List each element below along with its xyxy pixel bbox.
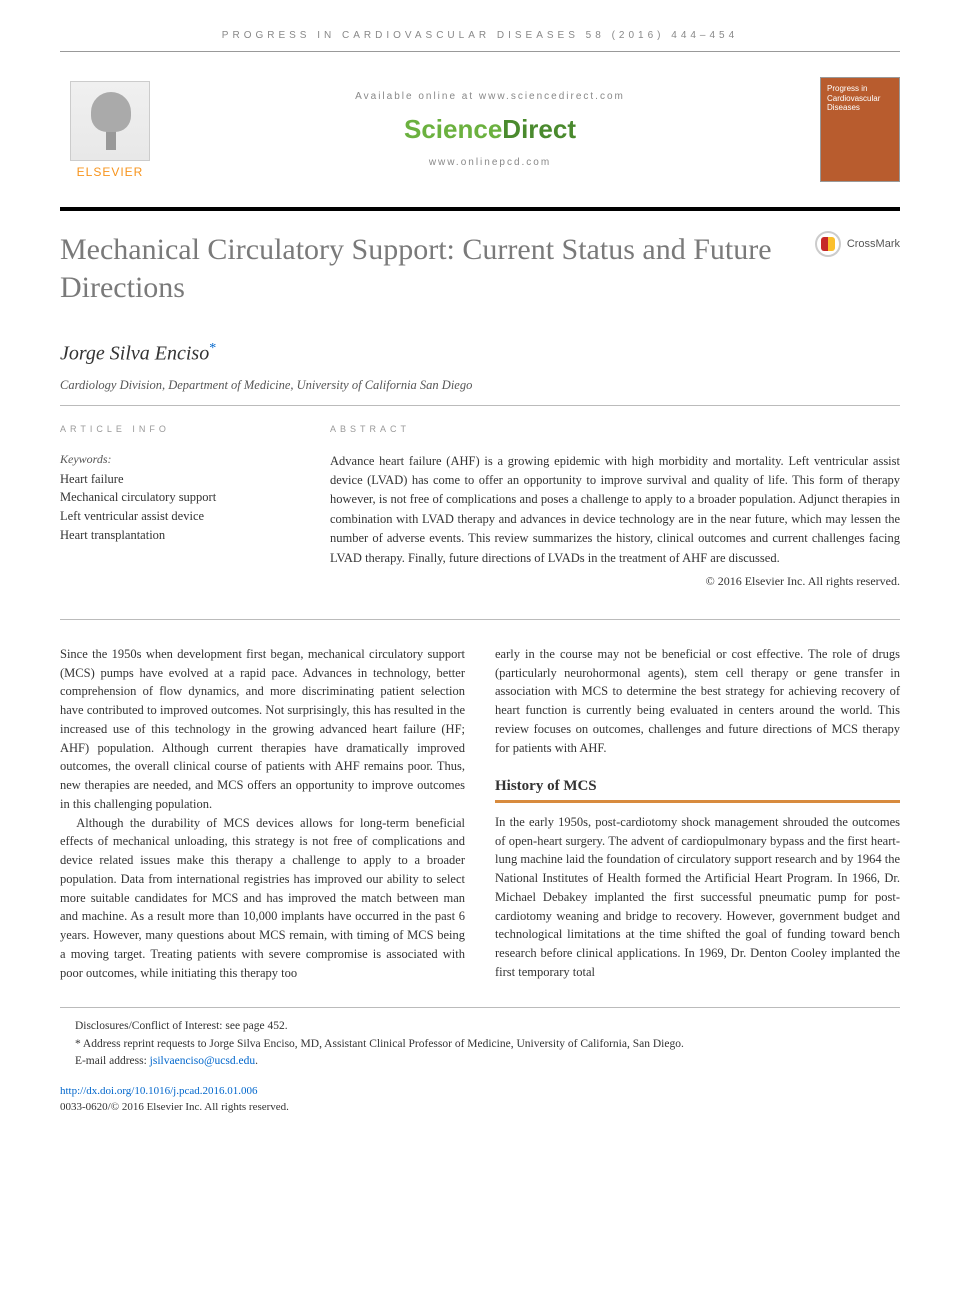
footnote-disclosure: Disclosures/Conflict of Interest: see pa… xyxy=(60,1018,900,1035)
email-link[interactable]: jsilvaenciso@ucsd.edu xyxy=(150,1055,255,1067)
author-affiliation: Cardiology Division, Department of Medic… xyxy=(60,378,900,393)
sd-science: Science xyxy=(404,114,502,144)
footnote-email: E-mail address: jsilvaenciso@ucsd.edu. xyxy=(60,1053,900,1070)
body-paragraph: early in the course may not be beneficia… xyxy=(495,645,900,758)
title-row: Mechanical Circulatory Support: Current … xyxy=(60,231,900,306)
crossmark-icon xyxy=(815,231,841,257)
abstract-label: ABSTRACT xyxy=(330,424,900,434)
journal-url: www.onlinepcd.com xyxy=(160,157,820,168)
keyword: Left ventricular assist device xyxy=(60,507,290,526)
elsevier-tree-icon xyxy=(70,81,150,161)
body-text: Since the 1950s when development first b… xyxy=(60,645,900,983)
info-abstract-row: ARTICLE INFO Keywords: Heart failure Mec… xyxy=(60,424,900,589)
footnotes: Disclosures/Conflict of Interest: see pa… xyxy=(60,1007,900,1115)
doi-section: http://dx.doi.org/10.1016/j.pcad.2016.01… xyxy=(60,1084,900,1115)
body-rule xyxy=(60,619,900,620)
footnote-reprint: * Address reprint requests to Jorge Silv… xyxy=(60,1036,900,1053)
keyword: Heart failure xyxy=(60,470,290,489)
masthead: ELSEVIER Available online at www.science… xyxy=(60,67,900,192)
sciencedirect-logo: ScienceDirect xyxy=(160,114,820,145)
running-header: PROGRESS IN CARDIOVASCULAR DISEASES 58 (… xyxy=(60,30,900,41)
email-label: E-mail address: xyxy=(75,1055,150,1067)
keyword: Mechanical circulatory support xyxy=(60,488,290,507)
article-info-col: ARTICLE INFO Keywords: Heart failure Mec… xyxy=(60,424,290,589)
article-title: Mechanical Circulatory Support: Current … xyxy=(60,231,815,306)
crossmark-label: CrossMark xyxy=(847,238,900,250)
elsevier-logo: ELSEVIER xyxy=(60,81,160,179)
elsevier-text: ELSEVIER xyxy=(77,165,144,179)
abstract-col: ABSTRACT Advance heart failure (AHF) is … xyxy=(330,424,900,589)
available-online-text: Available online at www.sciencedirect.co… xyxy=(160,91,820,102)
thick-rule xyxy=(60,207,900,211)
article-info-label: ARTICLE INFO xyxy=(60,424,290,434)
journal-cover-title: Progress in Cardiovascular Diseases xyxy=(827,84,893,113)
author-text: Jorge Silva Enciso xyxy=(60,343,209,365)
crossmark-badge[interactable]: CrossMark xyxy=(815,231,900,257)
body-paragraph: In the early 1950s, post-cardiotomy shoc… xyxy=(495,813,900,982)
sd-direct: Direct xyxy=(502,114,576,144)
orange-rule xyxy=(495,800,900,803)
masthead-center: Available online at www.sciencedirect.co… xyxy=(160,91,820,168)
journal-cover: Progress in Cardiovascular Diseases xyxy=(820,77,900,182)
issn-copyright: 0033-0620/© 2016 Elsevier Inc. All right… xyxy=(60,1101,289,1113)
body-paragraph: Although the durability of MCS devices a… xyxy=(60,814,465,983)
author-mark: * xyxy=(209,341,216,356)
mid-rule xyxy=(60,405,900,406)
keywords-label: Keywords: xyxy=(60,452,290,467)
body-paragraph: Since the 1950s when development first b… xyxy=(60,645,465,814)
abstract-copyright: © 2016 Elsevier Inc. All rights reserved… xyxy=(330,574,900,589)
doi-link[interactable]: http://dx.doi.org/10.1016/j.pcad.2016.01… xyxy=(60,1085,257,1097)
top-rule xyxy=(60,51,900,52)
keyword: Heart transplantation xyxy=(60,526,290,545)
author-name: Jorge Silva Enciso* xyxy=(60,341,900,366)
section-heading-history: History of MCS xyxy=(495,775,900,798)
abstract-text: Advance heart failure (AHF) is a growing… xyxy=(330,452,900,568)
